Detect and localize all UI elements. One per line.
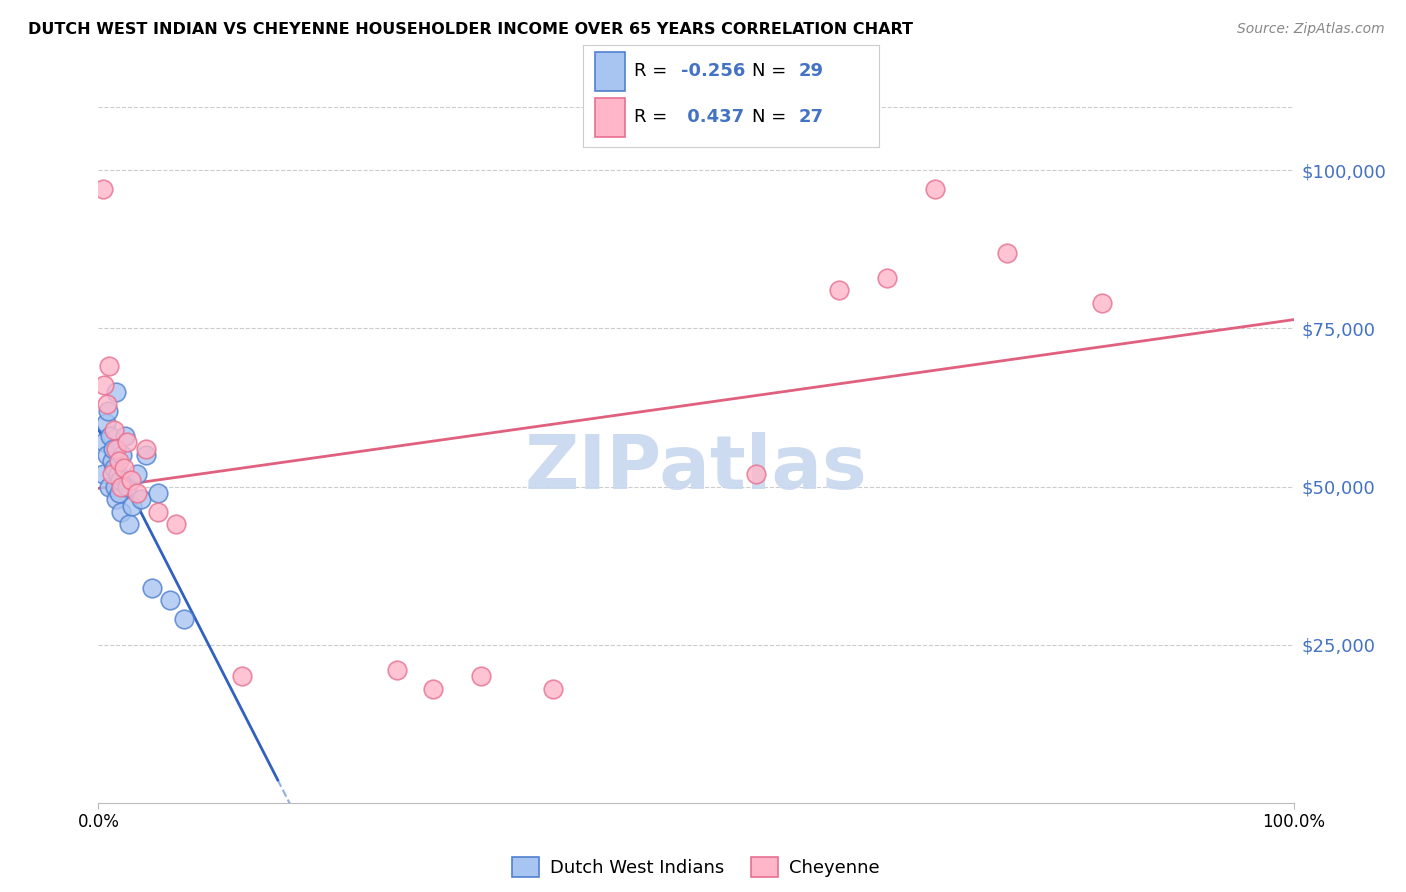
Point: [1091, 296, 1114, 310]
Point: [828, 284, 851, 298]
Point: [105, 442, 128, 456]
Point: [118, 517, 141, 532]
Point: [385, 663, 409, 677]
Text: 29: 29: [799, 62, 824, 79]
Point: [115, 479, 138, 493]
Point: [105, 492, 128, 507]
Point: [114, 429, 136, 443]
Point: [97, 403, 120, 417]
Point: [541, 681, 564, 696]
Text: N =: N =: [752, 62, 792, 79]
Point: [96, 448, 118, 462]
Text: N =: N =: [752, 109, 792, 127]
Point: [924, 182, 946, 196]
Text: R =: R =: [634, 62, 672, 79]
Text: Source: ZipAtlas.com: Source: ZipAtlas.com: [1237, 22, 1385, 37]
Point: [135, 448, 157, 462]
Point: [470, 669, 492, 683]
Point: [159, 593, 181, 607]
Point: [135, 442, 157, 456]
Point: [745, 467, 768, 481]
Point: [131, 492, 153, 507]
Point: [148, 505, 170, 519]
Point: [96, 397, 118, 411]
Point: [107, 454, 129, 468]
Point: [141, 581, 163, 595]
Point: [98, 479, 121, 493]
Text: R =: R =: [634, 109, 672, 127]
Point: [112, 460, 135, 475]
Point: [107, 467, 129, 481]
Point: [120, 473, 142, 487]
Text: ZIPatlas: ZIPatlas: [524, 433, 868, 506]
Point: [93, 435, 115, 450]
Point: [107, 486, 129, 500]
Legend: Dutch West Indians, Cheyenne: Dutch West Indians, Cheyenne: [505, 850, 887, 884]
Point: [104, 479, 127, 493]
Point: [103, 423, 125, 437]
Point: [108, 473, 131, 487]
Point: [876, 270, 898, 285]
Point: [101, 442, 124, 456]
Point: [91, 467, 114, 481]
Text: 0.437: 0.437: [681, 109, 744, 127]
FancyBboxPatch shape: [595, 98, 624, 137]
Point: [91, 182, 114, 196]
Point: [93, 378, 115, 392]
Point: [98, 429, 122, 443]
Point: [115, 435, 138, 450]
Text: DUTCH WEST INDIAN VS CHEYENNE HOUSEHOLDER INCOME OVER 65 YEARS CORRELATION CHART: DUTCH WEST INDIAN VS CHEYENNE HOUSEHOLDE…: [28, 22, 912, 37]
Point: [173, 612, 195, 626]
Point: [98, 359, 121, 374]
Point: [94, 417, 117, 431]
Point: [111, 448, 134, 462]
Text: 27: 27: [799, 109, 824, 127]
Point: [121, 499, 143, 513]
Point: [103, 460, 125, 475]
Point: [231, 669, 253, 683]
Point: [110, 479, 132, 493]
Point: [105, 384, 128, 399]
Point: [125, 486, 148, 500]
Point: [422, 681, 444, 696]
Point: [165, 517, 187, 532]
FancyBboxPatch shape: [595, 52, 624, 91]
Point: [100, 454, 122, 468]
Point: [100, 467, 122, 481]
Point: [995, 245, 1018, 260]
Point: [110, 505, 132, 519]
Point: [125, 467, 148, 481]
Text: -0.256: -0.256: [681, 62, 745, 79]
Point: [148, 486, 170, 500]
